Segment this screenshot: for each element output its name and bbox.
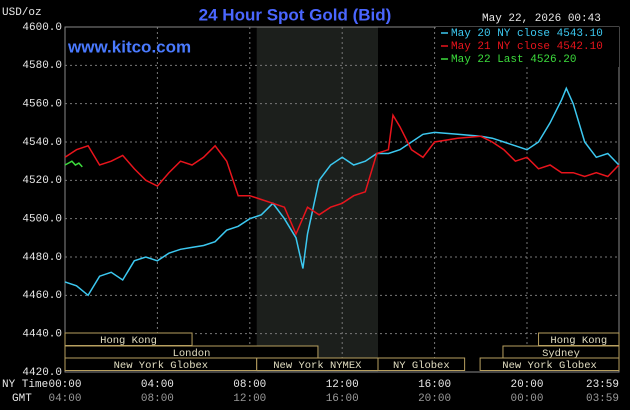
x2-tick-label: 16:00 (326, 393, 359, 405)
y-tick-label: 4560.0 (22, 99, 62, 111)
legend-label: May 20 NY close 4543.10 (451, 28, 603, 40)
session-label: Sydney (542, 348, 580, 360)
session-shade (256, 27, 379, 372)
x-tick-label: 04:00 (141, 379, 174, 391)
series-line (64, 160, 83, 168)
session-label: New York Globex (114, 360, 209, 372)
legend-label: May 21 NY close 4542.10 (451, 41, 603, 53)
session-box (479, 357, 620, 371)
x2-tick-label: 03:59 (586, 393, 619, 405)
x2-tick-label: 20:00 (418, 393, 451, 405)
y-tick-label: 4480.0 (22, 252, 62, 264)
x-tick-label: 16:00 (418, 379, 451, 391)
website: www.kitco.com (67, 37, 191, 56)
y-tick-label: 4580.0 (22, 60, 62, 72)
series-line (64, 112, 620, 236)
x2-tick-label: 08:00 (141, 393, 174, 405)
x-tick-label: 08:00 (233, 379, 266, 391)
x2-tick-label: 04:00 (48, 393, 81, 405)
y-tick-label: 4420.0 (22, 367, 62, 379)
legend-label: May 22 Last 4526.20 (451, 54, 576, 66)
session-label: New York Globex (502, 360, 597, 372)
y-tick-label: 4460.0 (22, 290, 62, 302)
x-tick-label: 20:00 (510, 379, 543, 391)
y-unit: USD/oz (2, 7, 42, 19)
session-label: NY Globex (393, 360, 450, 372)
x2-label: GMT (12, 393, 32, 405)
y-tick-label: 4500.0 (22, 214, 62, 226)
y-tick-label: 4440.0 (22, 329, 62, 341)
session-label: New York NYMEX (273, 360, 362, 372)
series-line (64, 86, 620, 297)
y-tick-label: 4600.0 (22, 22, 62, 34)
session-label: Hong Kong (550, 335, 607, 347)
x2-tick-label: 00:00 (510, 393, 543, 405)
x-label: NY Time (2, 379, 48, 391)
session-label: Hong Kong (100, 335, 157, 347)
y-tick-label: 4540.0 (22, 137, 62, 149)
x2-tick-label: 12:00 (233, 393, 266, 405)
session-label: London (173, 348, 211, 360)
x-tick-label: 00:00 (48, 379, 81, 391)
legend-box (436, 27, 619, 67)
plot-border (64, 26, 620, 373)
x-tick-label: 12:00 (326, 379, 359, 391)
y-tick-label: 4520.0 (22, 175, 62, 187)
session-box (377, 357, 466, 371)
chart-title: 24 Hour Spot Gold (Bid) (199, 5, 392, 24)
timestamp: May 22, 2026 00:43 (482, 13, 601, 25)
x-tick-label: 23:59 (586, 379, 619, 391)
